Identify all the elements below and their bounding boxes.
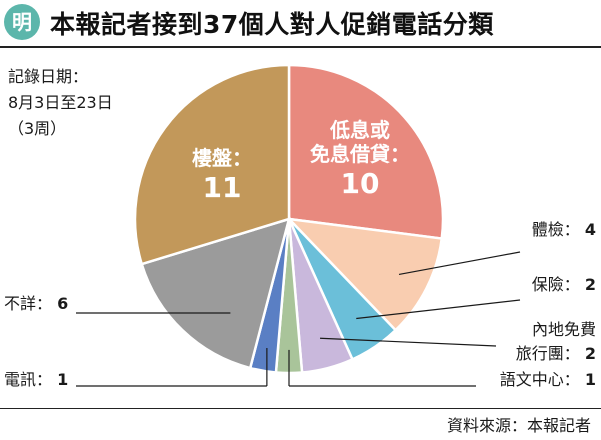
slice-label-text-0-0: 低息或 [330, 118, 390, 142]
pie-slice-7 [133, 63, 291, 266]
leader-line-1 [398, 251, 521, 276]
slice-value-2: 2 [584, 275, 596, 294]
slice-label-3: 內地免費旅行團： 2 [516, 318, 596, 366]
note-line-3: （3周） [8, 119, 67, 138]
leader-line-3 [320, 337, 497, 347]
slice-value-7: 11 [202, 171, 242, 204]
title-divider [0, 46, 601, 48]
slice-label-text-1-0: 體檢： 4 [531, 220, 596, 239]
pie-slice-1 [285, 217, 444, 332]
pie-slice-6 [140, 217, 291, 370]
record-date-note: 記錄日期： 8月3日至23日 （3周） [8, 64, 113, 142]
slice-label-text-4-0: 語文中心： 1 [499, 370, 596, 389]
source-divider [0, 408, 601, 409]
slice-value-0: 10 [340, 167, 380, 200]
slice-value-6: 6 [57, 294, 69, 313]
note-line-1: 記錄日期： [8, 67, 89, 86]
chart-title: 本報記者接到37個人對人促銷電話分類 [50, 10, 494, 39]
slice-label-7: 樓盤： 11 [172, 146, 272, 206]
slice-label-1: 體檢： 4 [532, 218, 596, 242]
logo-icon: 明 [4, 4, 40, 40]
slice-label-6: 不詳： 6 [4, 292, 68, 316]
pie-slice-0 [287, 63, 445, 240]
slice-value-3: 2 [584, 344, 596, 363]
slice-label-4: 語文中心： 1 [500, 368, 596, 392]
slice-label-text-0-1: 免息借貸： [310, 142, 410, 166]
slice-label-text-5-0: 電訊： 1 [4, 370, 69, 389]
note-line-2: 8月3日至23日 [8, 93, 113, 112]
slice-value-5: 1 [57, 370, 69, 389]
slice-label-0: 低息或 免息借貸： 10 [310, 118, 410, 202]
slice-label-text-2-0: 保險： 2 [531, 275, 596, 294]
slice-label-text-3-0: 內地免費 [531, 320, 596, 339]
slice-label-text-7-0: 樓盤： [192, 146, 252, 170]
slice-label-text-3-1: 旅行團： 2 [515, 344, 596, 363]
slice-label-text-6-0: 不詳： 6 [4, 294, 69, 313]
slice-value-4: 1 [584, 370, 596, 389]
source-text: 資料來源：本報記者 [446, 416, 591, 435]
header: 明 本報記者接到37個人對人促銷電話分類 [0, 0, 601, 44]
slice-label-2: 保險： 2 [532, 273, 596, 297]
leader-line-2 [356, 299, 521, 320]
slice-label-5: 電訊： 1 [4, 368, 68, 392]
slice-value-1: 4 [584, 220, 596, 239]
